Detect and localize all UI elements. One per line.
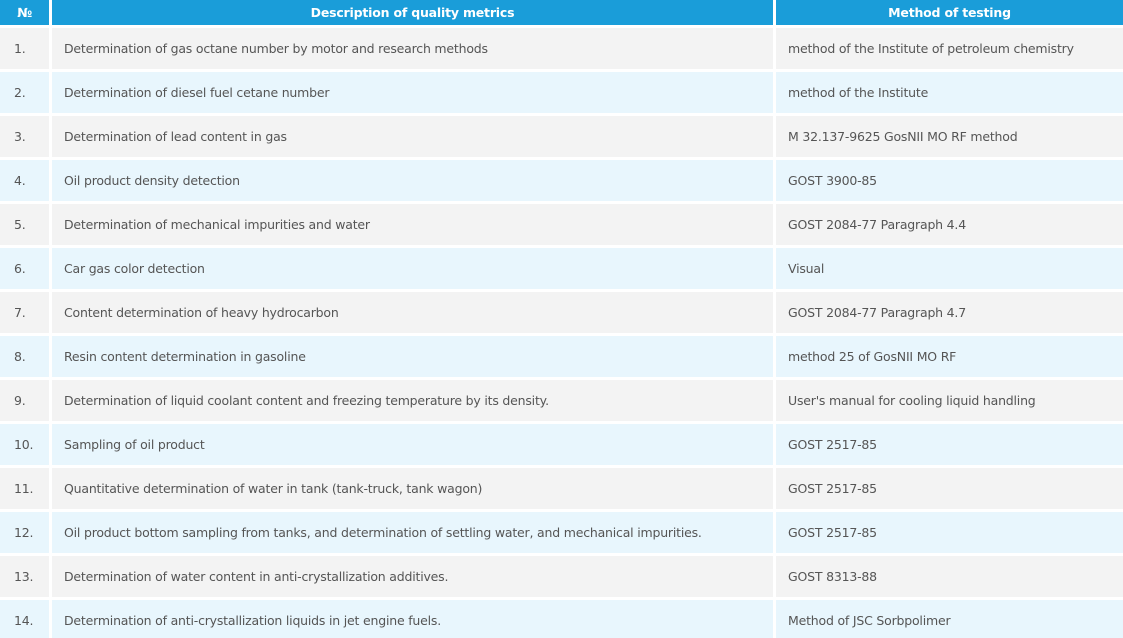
row-number: 11. [0,468,49,509]
row-description: Determination of water content in anti-c… [52,556,773,597]
row-number: 12. [0,512,49,553]
row-description: Determination of lead content in gas [52,116,773,157]
row-method: GOST 2517-85 [776,468,1123,509]
row-method: method of the Institute [776,72,1123,113]
row-number: 9. [0,380,49,421]
table-row: 6. Car gas color detection Visual [0,248,1123,289]
row-method: GOST 2517-85 [776,512,1123,553]
row-method: Visual [776,248,1123,289]
table-row: 2. Determination of diesel fuel cetane nu… [0,72,1123,113]
table-row: 10. Sampling of oil product GOST 2517-85 [0,424,1123,465]
row-number: 6. [0,248,49,289]
header-description: Description of quality metrics [52,0,773,25]
row-description: Determination of diesel fuel cetane numb… [52,72,773,113]
header-number: № [0,0,49,25]
table-header-row: № Description of quality metrics Method … [0,0,1123,25]
table-row: 9. Determination of liquid coolant conten… [0,380,1123,421]
row-number: 10. [0,424,49,465]
row-description: Determination of anti-crystallization li… [52,600,773,638]
row-method: User's manual for cooling liquid handlin… [776,380,1123,421]
row-description: Resin content determination in gasoline [52,336,773,377]
row-method: GOST 2517-85 [776,424,1123,465]
row-method: GOST 3900-85 [776,160,1123,201]
table-body: 1. Determination of gas octane number by … [0,28,1123,638]
row-number: 1. [0,28,49,69]
row-number: 5. [0,204,49,245]
table-row: 7. Content determination of heavy hydroca… [0,292,1123,333]
row-method: GOST 2084-77 Paragraph 4.7 [776,292,1123,333]
header-method: Method of testing [776,0,1123,25]
row-method: GOST 2084-77 Paragraph 4.4 [776,204,1123,245]
row-description: Quantitative determination of water in t… [52,468,773,509]
row-method: method 25 of GosNII MO RF [776,336,1123,377]
row-method: method of the Institute of petroleum che… [776,28,1123,69]
row-description: Oil product density detection [52,160,773,201]
table-row: 11. Quantitative determination of water i… [0,468,1123,509]
row-number: 14. [0,600,49,638]
row-number: 4. [0,160,49,201]
row-description: Determination of liquid coolant content … [52,380,773,421]
row-method: Method of JSC Sorbpolimer [776,600,1123,638]
table-row: 14. Determination of anti-crystallization… [0,600,1123,638]
row-number: 8. [0,336,49,377]
table-row: 13. Determination of water content in ant… [0,556,1123,597]
table-row: 1. Determination of gas octane number by … [0,28,1123,69]
row-number: 13. [0,556,49,597]
table-row: 8. Resin content determination in gasolin… [0,336,1123,377]
row-description: Determination of mechanical impurities a… [52,204,773,245]
table-row: 4. Oil product density detection GOST 3900… [0,160,1123,201]
row-method: M 32.137-9625 GosNII MO RF method [776,116,1123,157]
table-row: 5. Determination of mechanical impurities… [0,204,1123,245]
row-number: 3. [0,116,49,157]
row-number: 2. [0,72,49,113]
row-description: Determination of gas octane number by mo… [52,28,773,69]
row-description: Oil product bottom sampling from tanks, … [52,512,773,553]
row-description: Content determination of heavy hydrocarb… [52,292,773,333]
table-row: 12. Oil product bottom sampling from tank… [0,512,1123,553]
row-description: Car gas color detection [52,248,773,289]
table-row: 3. Determination of lead content in gas M … [0,116,1123,157]
row-description: Sampling of oil product [52,424,773,465]
row-number: 7. [0,292,49,333]
row-method: GOST 8313-88 [776,556,1123,597]
